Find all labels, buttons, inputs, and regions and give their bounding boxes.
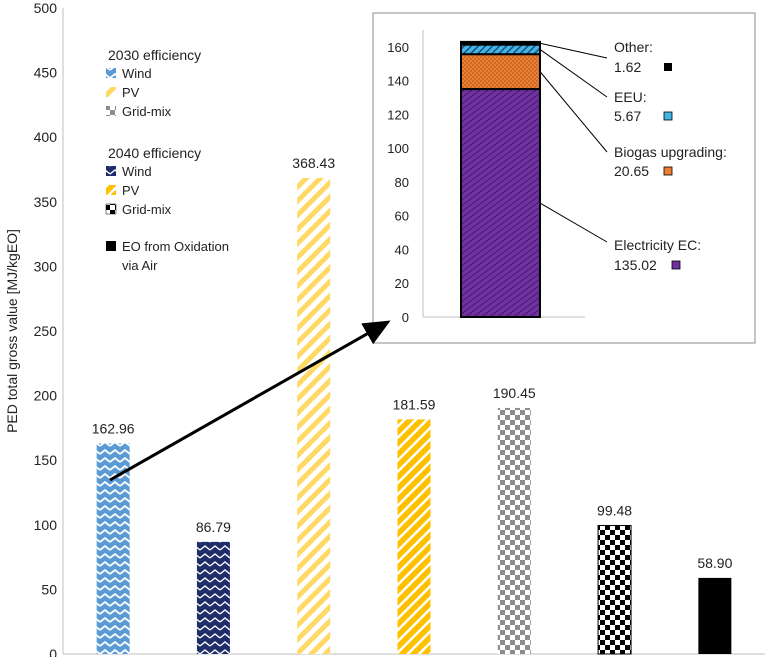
inset-segment <box>460 88 541 318</box>
legend-swatch-grid-2040 <box>105 203 117 215</box>
y-tick-label: 300 <box>34 258 58 274</box>
inset-y-tick-label: 60 <box>395 209 409 224</box>
inset-value-other: 1.62 <box>614 59 641 75</box>
inset-chart: 0 20 40 60 80 100 120 140 160 Other: 1.62 EEU: 5… <box>372 12 756 344</box>
bar <box>196 541 230 654</box>
legend-swatch-pv-2030 <box>106 87 116 97</box>
inset-segment <box>460 53 541 91</box>
inset-value-electricity: 135.02 <box>614 257 657 273</box>
inset-stacked-bar <box>460 40 541 318</box>
inset-leader-line <box>539 202 608 243</box>
bar <box>698 577 732 654</box>
inset-label-other: Other: <box>614 39 653 55</box>
bar-value-label: 181.59 <box>393 396 436 412</box>
bar <box>96 443 130 654</box>
legend-swatch-oxidation <box>106 241 116 251</box>
legend-swatch-pv-2040 <box>106 185 116 195</box>
inset-y-tick-label: 100 <box>387 141 409 156</box>
bar-value-label: 58.90 <box>697 555 732 571</box>
legend-label-wind-2040: Wind <box>122 164 152 179</box>
legend-title-2030: 2030 efficiency <box>108 47 201 63</box>
bar <box>297 177 331 654</box>
bar-value-label: 162.96 <box>92 420 135 436</box>
y-tick-label: 450 <box>34 65 58 81</box>
legend-swatch-wind-2040 <box>106 166 116 176</box>
inset-y-tick-label: 40 <box>395 242 409 257</box>
inset-y-tick-label: 160 <box>387 40 409 55</box>
y-tick-label: 500 <box>34 0 58 16</box>
inset-y-tick-label: 80 <box>395 175 409 190</box>
legend: 2030 efficiency Wind PV Grid-mix 2040 ef… <box>105 47 229 273</box>
bar-value-label: 86.79 <box>196 519 231 535</box>
inset-y-tick-label: 120 <box>387 107 409 122</box>
y-tick-label: 0 <box>49 646 57 657</box>
bar <box>397 419 431 654</box>
inset-swatch-electricity <box>671 260 681 270</box>
inset-frame <box>372 12 756 344</box>
inset-y-ticks: 0 20 40 60 80 100 120 140 160 <box>387 40 409 325</box>
y-tick-label: 150 <box>34 452 58 468</box>
inset-value-biogas: 20.65 <box>614 163 649 179</box>
inset-label-electricity: Electricity EC: <box>614 237 701 253</box>
y-tick-label: 350 <box>34 194 58 210</box>
inset-label-eeu: EEU: <box>614 89 647 105</box>
bar <box>497 407 531 654</box>
bar-value-label: 190.45 <box>493 385 536 401</box>
legend-label-grid-2040: Grid-mix <box>122 202 172 217</box>
inset-labels: Other: 1.62 EEU: 5.67 Biogas upgrading: … <box>614 39 727 273</box>
inset-leader-line <box>539 71 608 153</box>
legend-swatch-wind-2030 <box>106 68 116 78</box>
legend-title-2040: 2040 efficiency <box>108 145 201 161</box>
y-tick-label: 200 <box>34 388 58 404</box>
inset-leader-line <box>539 42 608 59</box>
legend-swatch-grid-2030 <box>106 106 116 116</box>
legend-label-pv-2030: PV <box>122 85 140 100</box>
bar <box>597 524 632 655</box>
inset-swatch-biogas <box>663 166 673 176</box>
inset-segment <box>460 40 541 46</box>
inset-segment <box>460 43 541 56</box>
y-tick-label: 400 <box>34 129 58 145</box>
bar-series: 162.96 86.79 368.43 181.59 190.45 99.48 58.90 <box>92 155 733 655</box>
y-tick-label: 100 <box>34 517 58 533</box>
y-axis-ticks: 0 50 100 150 200 250 300 350 400 450 500 <box>34 0 58 662</box>
inset-swatch-other <box>664 63 672 71</box>
y-tick-label: 250 <box>34 323 58 339</box>
legend-label-oxidation: EO from Oxidation <box>122 239 229 254</box>
bar-value-label: 99.48 <box>597 502 632 518</box>
inset-leader-line <box>539 48 608 98</box>
legend-label-oxidation-line2: via Air <box>122 258 158 273</box>
inset-swatch-eeu <box>663 111 673 121</box>
inset-leader-lines <box>539 42 608 243</box>
legend-label-wind-2030: Wind <box>122 66 152 81</box>
bar-value-label: 368.43 <box>292 155 335 171</box>
legend-label-grid-2030: Grid-mix <box>122 104 172 119</box>
legend-label-pv-2040: PV <box>122 183 140 198</box>
pointer-arrow <box>109 320 391 482</box>
y-tick-label: 50 <box>41 581 57 597</box>
inset-value-eeu: 5.67 <box>614 108 641 124</box>
inset-y-tick-label: 20 <box>395 276 409 291</box>
inset-y-tick-label: 0 <box>402 310 409 325</box>
inset-label-biogas: Biogas upgrading: <box>614 144 727 160</box>
y-axis-label: PED total gross value [MJ/kgEO] <box>4 229 20 433</box>
inset-y-tick-label: 140 <box>387 74 409 89</box>
